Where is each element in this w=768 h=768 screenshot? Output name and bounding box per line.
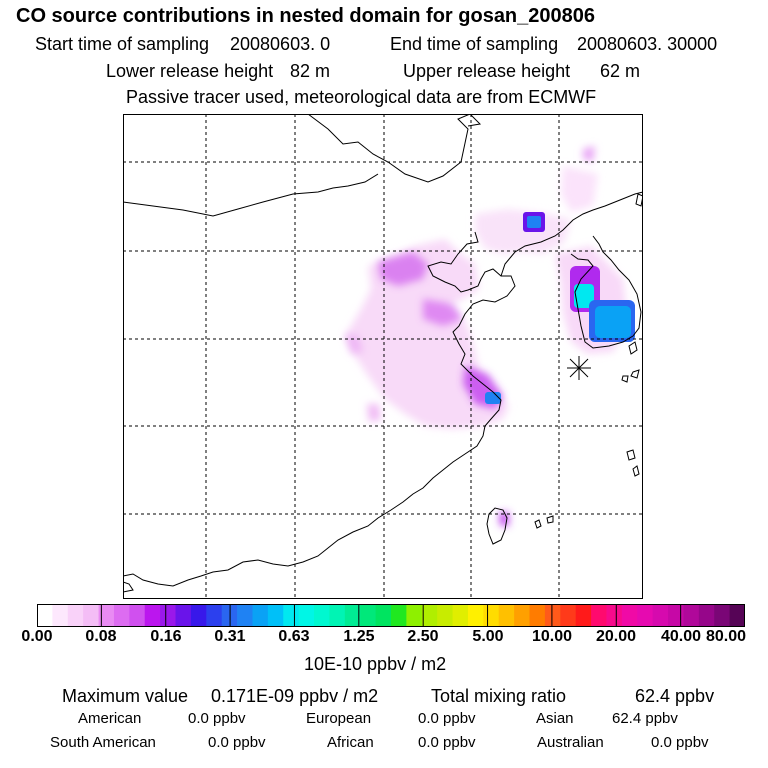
- colorbar-cell: [729, 604, 745, 627]
- region-value: 0.0 ppbv: [418, 734, 476, 751]
- colorbar-cell: [160, 604, 177, 627]
- colorbar-cell: [206, 604, 223, 627]
- colorbar-cell: [652, 604, 669, 627]
- colorbar-label: 40.00: [660, 628, 702, 645]
- colorbar-label: 2.50: [407, 628, 439, 645]
- colorbar-label: 20.00: [595, 628, 637, 645]
- colorbar-label: 0.08: [85, 628, 117, 645]
- colorbar-cell: [575, 604, 592, 627]
- colorbar-unit: 10E-10 ppbv / m2: [304, 654, 447, 674]
- concentration-field: [345, 146, 635, 526]
- region-value: 0.0 ppbv: [188, 710, 246, 727]
- colorbar-cell: [37, 604, 53, 627]
- colorbar-cell: [683, 604, 700, 627]
- source-contribution-map: [123, 114, 643, 599]
- max-value-label: Maximum value: [62, 686, 189, 706]
- region-name: American: [78, 710, 142, 727]
- region-name: Australian: [537, 734, 604, 751]
- max-value: 0.171E-09 ppbv / m2: [211, 686, 379, 706]
- coastlines: [123, 114, 643, 593]
- colorbar-cell: [283, 604, 300, 627]
- colorbar-label: 0.00: [21, 628, 53, 645]
- colorbar-cell: [467, 604, 484, 627]
- colorbar-cell: [314, 604, 330, 627]
- colorbar-cell: [560, 604, 577, 627]
- graticule: [123, 114, 643, 599]
- colorbar-cell: [67, 604, 84, 627]
- colorbar-cell: [190, 604, 207, 627]
- colorbar-cell: [329, 604, 346, 627]
- upper-height-label: Upper release height: [403, 61, 571, 81]
- medium-concentration-area: [345, 146, 595, 526]
- receptor-star-icon: [567, 356, 591, 380]
- map-frame: [123, 114, 643, 599]
- high-concentration-area: [485, 212, 635, 404]
- region-value: 0.0 ppbv: [651, 734, 709, 751]
- start-time-value: 20080603. 0: [230, 34, 331, 54]
- region-name: South American: [50, 734, 156, 751]
- colorbar-cell: [360, 604, 377, 627]
- colorbar-cell: [606, 604, 623, 627]
- lower-height-value: 82 m: [290, 61, 331, 81]
- colorbar-cell: [298, 604, 315, 627]
- end-time-value: 20080603. 30000: [577, 34, 718, 54]
- colorbar-cell: [514, 604, 531, 627]
- colorbar-label: 0.63: [278, 628, 310, 645]
- colorbar-cell: [237, 604, 253, 627]
- colorbar-label: 1.25: [343, 628, 375, 645]
- colorbar-cell: [483, 604, 500, 627]
- colorbar-label: 10.00: [531, 628, 573, 645]
- tracer-note: Passive tracer used, meteorological data…: [126, 87, 597, 107]
- colorbar-cell: [621, 604, 638, 627]
- region-value: 62.4 ppbv: [612, 710, 678, 727]
- colorbar-cell: [83, 604, 100, 627]
- colorbar-cell: [529, 604, 546, 627]
- colorbar-cell: [498, 604, 515, 627]
- end-time-label: End time of sampling: [390, 34, 559, 54]
- start-time-label: Start time of sampling: [35, 34, 210, 54]
- colorbar-cell: [113, 604, 130, 627]
- colorbar-label: 80.00: [705, 628, 747, 645]
- colorbar-label: 0.16: [150, 628, 182, 645]
- colorbar-cell: [98, 604, 115, 627]
- colorbar-cell: [637, 604, 654, 627]
- colorbar-cell: [129, 604, 146, 627]
- colorbar-cell: [406, 604, 423, 627]
- colorbar-cell: [714, 604, 731, 627]
- upper-height-value: 62 m: [600, 61, 641, 81]
- colorbar-cell: [452, 604, 469, 627]
- colorbar-cell: [421, 604, 438, 627]
- plot-title: CO source contributions in nested domain…: [16, 5, 596, 27]
- colorbar-cell: [544, 604, 561, 627]
- colorbar-frame: [37, 604, 745, 627]
- total-mixing-value: 62.4 ppbv: [635, 686, 715, 706]
- region-name: European: [306, 710, 372, 727]
- colorbar-cell: [375, 604, 392, 627]
- region-value: 0.0 ppbv: [208, 734, 266, 751]
- region-name: African: [327, 734, 374, 751]
- colorbar-cells: [37, 604, 745, 627]
- region-name: Asian: [536, 710, 574, 727]
- colorbar: [37, 604, 745, 627]
- colorbar-ticks: [100, 604, 682, 627]
- colorbar-cell: [267, 604, 284, 627]
- colorbar-cell: [144, 604, 161, 627]
- colorbar-cell: [175, 604, 192, 627]
- colorbar-cell: [698, 604, 715, 627]
- colorbar-label: 5.00: [472, 628, 504, 645]
- colorbar-cell: [52, 604, 69, 627]
- region-value: 0.0 ppbv: [418, 710, 476, 727]
- lower-height-label: Lower release height: [106, 61, 274, 81]
- colorbar-cell: [391, 604, 407, 627]
- colorbar-cell: [591, 604, 607, 627]
- colorbar-cell: [668, 604, 684, 627]
- colorbar-cell: [252, 604, 269, 627]
- total-mixing-label: Total mixing ratio: [431, 686, 567, 706]
- colorbar-label: 0.31: [214, 628, 246, 645]
- colorbar-cell: [437, 604, 454, 627]
- colorbar-cell: [344, 604, 361, 627]
